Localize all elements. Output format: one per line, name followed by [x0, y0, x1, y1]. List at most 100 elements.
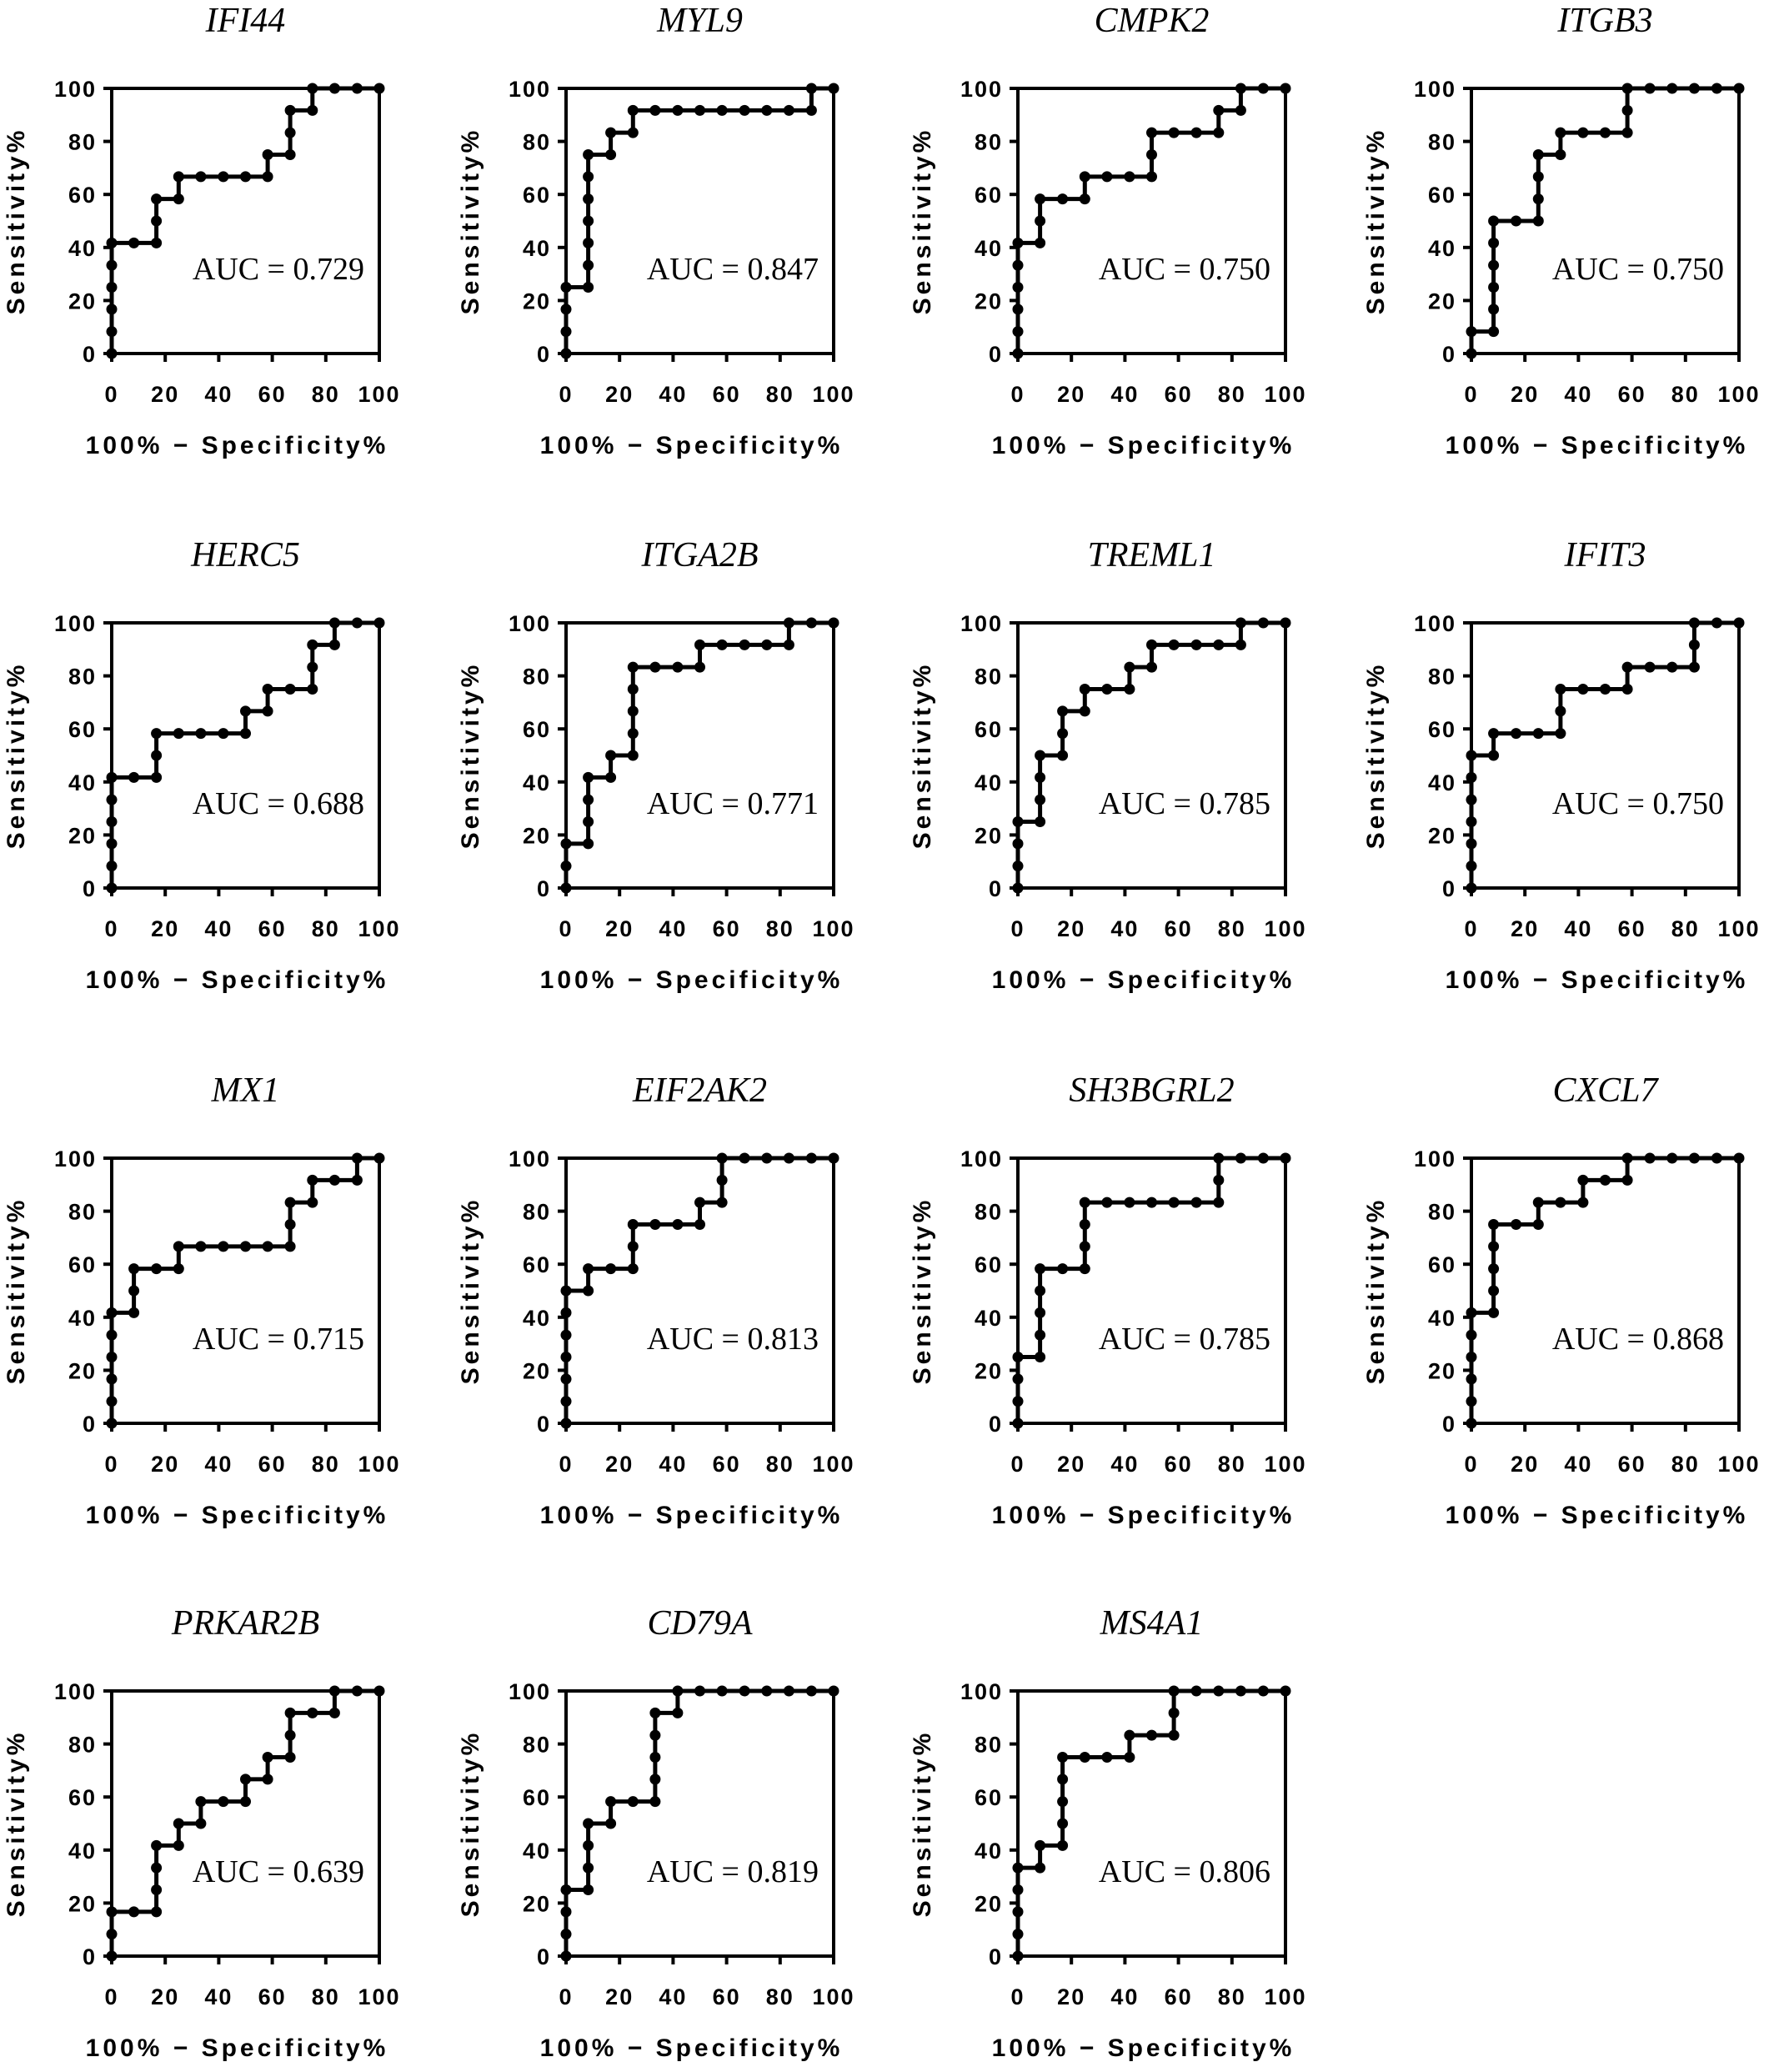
chart-8-ytick-label: 100 — [54, 1146, 97, 1171]
chart-6-roc-point — [1146, 639, 1157, 650]
chart-4-xlabel: 100% − Specificity% — [86, 966, 389, 994]
chart-2-roc-point — [1146, 149, 1157, 160]
chart-5-roc-point — [627, 684, 639, 695]
chart-2-roc-point — [1190, 127, 1202, 138]
chart-14-ytick-label: 60 — [975, 1785, 1003, 1810]
chart-0-title: IFI44 — [205, 2, 286, 40]
chart-1-roc-point — [583, 149, 594, 160]
chart-10-roc-point — [1280, 1152, 1291, 1164]
chart-7-roc-point — [1466, 794, 1477, 805]
chart-11-roc-point — [1711, 1152, 1722, 1164]
chart-3-roc-point — [1555, 149, 1566, 160]
chart-6-roc-point — [1057, 750, 1069, 761]
chart-12-xtick-label: 0 — [104, 1984, 118, 2009]
chart-0-ytick-label: 80 — [68, 130, 97, 155]
chart-2-xtick-label: 0 — [1010, 382, 1025, 407]
chart-14-roc-point — [1035, 1839, 1046, 1851]
chart-11-roc-point — [1511, 1219, 1522, 1230]
chart-3-roc-point — [1511, 215, 1522, 227]
chart-3-xtick-label: 0 — [1464, 382, 1478, 407]
chart-11-title: CXCL7 — [1552, 1071, 1659, 1110]
chart-9-roc-point — [627, 1263, 639, 1275]
chart-3-roc-point — [1488, 215, 1500, 227]
chart-1-xtick-label: 60 — [713, 382, 741, 407]
chart-4-roc-point — [106, 838, 118, 850]
chart-10-roc-point — [1035, 1263, 1046, 1275]
chart-11-ytick-label: 80 — [1428, 1200, 1456, 1225]
chart-5-roc-point — [805, 617, 817, 629]
chart-12-roc-point — [106, 1906, 118, 1918]
chart-11-xtick-label: 0 — [1464, 1452, 1478, 1477]
chart-9-roc-point — [716, 1174, 728, 1186]
chart-8-xtick-label: 20 — [151, 1452, 179, 1477]
chart-2-ytick-label: 20 — [975, 288, 1003, 314]
chart-12-roc-point — [262, 1773, 273, 1785]
chart-3-panel: ITGB3 0 20 40 60 80 100 0 20 40 60 80 100 100% − Spec… — [1362, 2, 1759, 459]
chart-7-roc-point — [1644, 661, 1656, 673]
chart-8-roc-point — [240, 1241, 251, 1252]
chart-14-ylabel: Sensitivity% — [909, 1730, 936, 1918]
chart-9-roc-point — [761, 1152, 773, 1164]
chart-6-roc-point — [1012, 860, 1024, 872]
chart-11-roc-point — [1600, 1174, 1611, 1186]
chart-5-roc-point — [672, 661, 684, 673]
chart-8-ytick-label: 20 — [68, 1358, 97, 1383]
chart-7-panel: IFIT3 0 20 40 60 80 100 0 20 40 60 80 100 100% − Spec… — [1362, 536, 1759, 994]
chart-11-roc-point — [1488, 1241, 1500, 1252]
chart-13-title: CD79A — [648, 1604, 753, 1643]
chart-7-ytick-label: 0 — [1442, 876, 1456, 901]
chart-2-ytick-label: 80 — [975, 130, 1003, 155]
chart-1-roc-point — [583, 215, 594, 227]
chart-13-auc-label: AUC = 0.819 — [647, 1854, 819, 1889]
chart-12-xlabel: 100% − Specificity% — [86, 2034, 389, 2062]
chart-13-roc-point — [716, 1685, 728, 1697]
chart-14-roc-point — [1124, 1729, 1135, 1741]
chart-1-roc-point — [560, 348, 572, 359]
chart-14-title: MS4A1 — [1100, 1604, 1204, 1643]
chart-14-ytick-label: 80 — [975, 1733, 1003, 1758]
chart-1-roc-point — [583, 259, 594, 271]
chart-12-auc-label: AUC = 0.639 — [193, 1854, 364, 1889]
chart-11-xtick-label: 20 — [1511, 1452, 1539, 1477]
chart-2-roc-point — [1057, 193, 1069, 205]
chart-1-xtick-label: 0 — [559, 382, 573, 407]
chart-6-ytick-label: 60 — [975, 717, 1003, 742]
chart-10-panel: SH3BGRL2 0 20 40 60 80 100 0 20 40 60 80 100 100% − S… — [909, 1071, 1305, 1529]
chart-9-roc-point — [560, 1352, 572, 1362]
chart-0-roc-point — [106, 326, 118, 338]
chart-10-roc-point — [1012, 1396, 1024, 1407]
chart-1-roc-point — [583, 171, 594, 183]
chart-4-roc-point — [262, 705, 273, 717]
chart-12-roc-line — [109, 1688, 379, 1956]
chart-3-roc-point — [1532, 193, 1544, 205]
chart-12-xtick-label: 60 — [258, 1984, 287, 2009]
chart-12-ytick-label: 80 — [68, 1733, 97, 1758]
chart-7-ylabel: Sensitivity% — [1362, 662, 1390, 850]
chart-3-roc-point — [1621, 127, 1633, 138]
chart-14-roc-point — [1280, 1685, 1291, 1697]
chart-1-roc-point — [828, 83, 839, 94]
chart-1-title: MYL9 — [656, 2, 743, 40]
chart-10-ytick-label: 20 — [975, 1358, 1003, 1383]
chart-0-roc-point — [351, 83, 363, 94]
chart-3-roc-point — [1532, 215, 1544, 227]
chart-0-ylabel: Sensitivity% — [3, 128, 30, 315]
chart-11-xtick-label: 100 — [1717, 1452, 1760, 1477]
chart-4-ylabel: Sensitivity% — [3, 662, 30, 850]
chart-13-xtick-label: 80 — [766, 1984, 794, 2009]
chart-11-roc-point — [1466, 1307, 1477, 1318]
chart-2-roc-point — [1213, 127, 1225, 138]
chart-14-roc-point — [1079, 1752, 1090, 1763]
chart-4-roc-point — [328, 639, 340, 650]
chart-0-roc-point — [173, 171, 184, 183]
chart-6-roc-point — [1101, 684, 1113, 695]
chart-8-roc-point — [106, 1417, 118, 1429]
chart-3-roc-point — [1488, 259, 1500, 271]
chart-9-xlabel: 100% − Specificity% — [540, 1502, 844, 1529]
chart-13-roc-point — [560, 1906, 572, 1918]
chart-2-title: CMPK2 — [1095, 2, 1210, 40]
chart-13-roc-point — [627, 1796, 639, 1808]
chart-7-roc-point — [1511, 728, 1522, 740]
chart-5-ytick-label: 80 — [523, 665, 551, 690]
